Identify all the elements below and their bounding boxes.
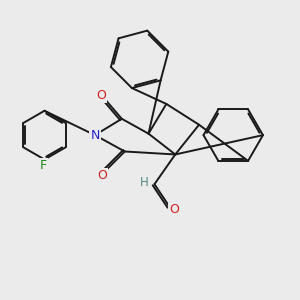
Text: O: O [98,169,107,182]
Text: O: O [96,88,106,101]
Text: O: O [169,203,179,216]
Text: H: H [140,176,149,189]
Text: F: F [39,159,46,172]
Text: N: N [90,129,100,142]
